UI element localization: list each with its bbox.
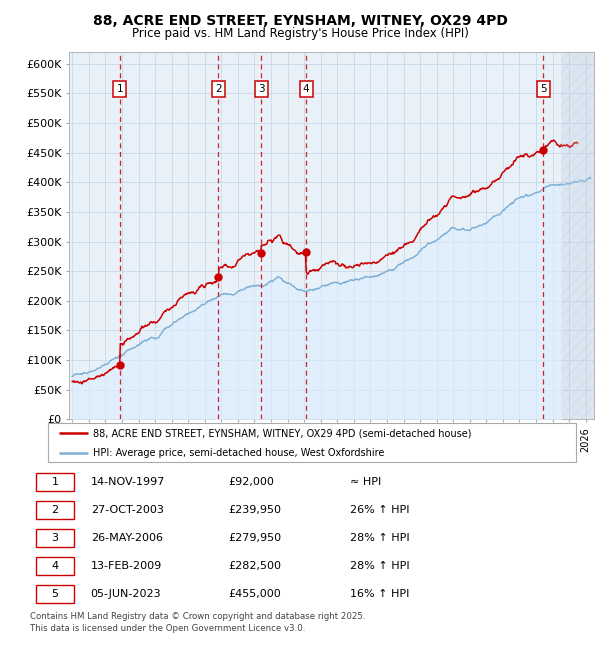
Text: 3: 3	[258, 84, 265, 94]
FancyBboxPatch shape	[35, 529, 74, 547]
FancyBboxPatch shape	[35, 557, 74, 575]
Text: £455,000: £455,000	[229, 589, 281, 599]
Text: £282,500: £282,500	[229, 561, 282, 571]
Text: 1: 1	[52, 477, 58, 487]
Text: Price paid vs. HM Land Registry's House Price Index (HPI): Price paid vs. HM Land Registry's House …	[131, 27, 469, 40]
Bar	[561, 52, 594, 419]
Text: £92,000: £92,000	[229, 477, 275, 487]
Text: 88, ACRE END STREET, EYNSHAM, WITNEY, OX29 4PD: 88, ACRE END STREET, EYNSHAM, WITNEY, OX…	[92, 14, 508, 29]
FancyBboxPatch shape	[35, 473, 74, 491]
Text: 4: 4	[303, 84, 310, 94]
Text: 26% ↑ HPI: 26% ↑ HPI	[350, 505, 410, 515]
Text: 13-FEB-2009: 13-FEB-2009	[91, 561, 162, 571]
Text: 28% ↑ HPI: 28% ↑ HPI	[350, 533, 410, 543]
Text: 05-JUN-2023: 05-JUN-2023	[91, 589, 161, 599]
FancyBboxPatch shape	[35, 501, 74, 519]
Text: 1: 1	[116, 84, 123, 94]
Text: 3: 3	[52, 533, 58, 543]
Text: £239,950: £239,950	[229, 505, 282, 515]
Text: 26-MAY-2006: 26-MAY-2006	[91, 533, 163, 543]
Text: 27-OCT-2003: 27-OCT-2003	[91, 505, 164, 515]
FancyBboxPatch shape	[35, 585, 74, 603]
Text: 88, ACRE END STREET, EYNSHAM, WITNEY, OX29 4PD (semi-detached house): 88, ACRE END STREET, EYNSHAM, WITNEY, OX…	[93, 428, 472, 438]
Text: HPI: Average price, semi-detached house, West Oxfordshire: HPI: Average price, semi-detached house,…	[93, 448, 384, 458]
Text: Contains HM Land Registry data © Crown copyright and database right 2025.
This d: Contains HM Land Registry data © Crown c…	[30, 612, 365, 633]
Text: 28% ↑ HPI: 28% ↑ HPI	[350, 561, 410, 571]
Text: 16% ↑ HPI: 16% ↑ HPI	[350, 589, 410, 599]
Text: £279,950: £279,950	[229, 533, 282, 543]
Text: ≈ HPI: ≈ HPI	[350, 477, 382, 487]
Text: 2: 2	[51, 505, 58, 515]
Text: 5: 5	[540, 84, 547, 94]
Text: 4: 4	[51, 561, 58, 571]
Text: 5: 5	[52, 589, 58, 599]
FancyBboxPatch shape	[48, 422, 576, 461]
Text: 2: 2	[215, 84, 221, 94]
Text: 14-NOV-1997: 14-NOV-1997	[91, 477, 165, 487]
